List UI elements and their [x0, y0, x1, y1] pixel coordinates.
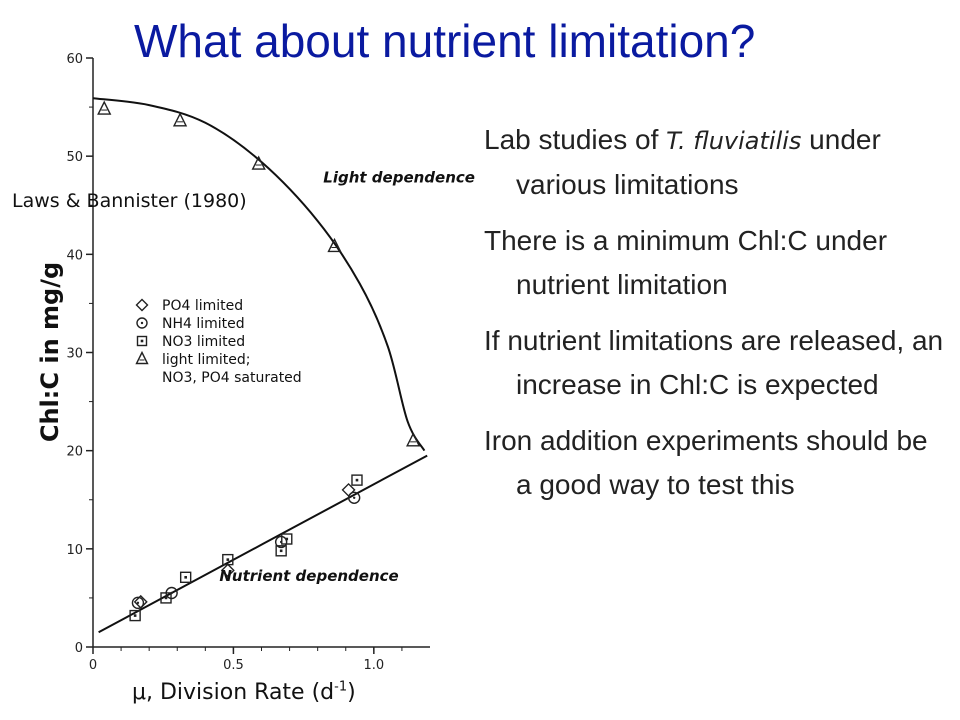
marker-dot: [184, 576, 187, 579]
legend-label: NO3 limited: [162, 334, 245, 350]
marker-box: [179, 571, 192, 584]
marker-dot: [226, 558, 230, 561]
marker-dot: [355, 478, 359, 482]
marker-box: [222, 553, 234, 566]
chart-axes: 0 10 20 30 40 50 60 0 0.5 1.0 Chl:C in mg/g: [36, 52, 430, 673]
marker-dot: [279, 549, 283, 553]
y-tick-label: 20: [66, 445, 83, 460]
y-tick-label: 0: [75, 641, 83, 656]
marker-outline: [172, 112, 188, 127]
x-axis-caption-close: ): [347, 680, 356, 705]
y-tick-label: 50: [66, 150, 83, 165]
marker-box: [136, 335, 148, 347]
data-point-triangle: [406, 432, 421, 447]
x-axis-caption-text: μ, Division Rate (d: [132, 680, 335, 705]
data-point-square: [351, 474, 363, 486]
x-tick-label: 1.0: [363, 658, 384, 673]
bullet-text: under various limitations: [516, 124, 881, 200]
marker-box: [281, 533, 293, 545]
bullet-text: Iron addition experiments should be a go…: [484, 425, 928, 500]
slide-title: What about nutrient limitation?: [134, 15, 756, 67]
data-point-square: [160, 592, 172, 604]
legend-label-continued: NO3, PO4 saturated: [162, 370, 302, 386]
fit-curves: [92, 97, 428, 634]
marker-dot: [140, 339, 144, 343]
bullet-item: There is a minimum Chl:C under nutrient …: [484, 219, 944, 307]
marker-dot: [352, 496, 356, 499]
data-points: [97, 100, 421, 622]
bullet-text: If nutrient limitations are released, an…: [484, 325, 944, 400]
marker-outline: [327, 237, 342, 253]
bullet-item: If nutrient limitations are released, an…: [484, 319, 944, 407]
marker-ring: [131, 596, 145, 610]
legend-label: light limited;: [162, 352, 251, 368]
marker-ring: [136, 317, 148, 329]
species-name: T. fluviatilis: [666, 127, 802, 155]
x-axis-caption: μ, Division Rate (d-1): [132, 680, 356, 705]
x-axis-caption-exponent: -1: [334, 679, 348, 695]
marker-outline: [251, 155, 266, 170]
data-point-triangle: [327, 237, 342, 253]
data-point-triangle: [251, 155, 266, 170]
chart-annotation: Light dependence: [323, 169, 475, 187]
data-point-square: [281, 533, 293, 545]
legend-label: PO4 limited: [162, 298, 243, 314]
x-tick-label: 0: [89, 658, 97, 673]
data-point-square: [129, 609, 141, 622]
legend-marker-triangle: [135, 350, 149, 365]
data-point-circle: [131, 596, 145, 610]
data-point-diamond: [220, 563, 235, 578]
data-point-square: [222, 553, 234, 566]
data-point-triangle: [172, 112, 188, 127]
marker-box: [351, 474, 363, 486]
marker-dot: [285, 537, 289, 541]
legend-marker-circle: [136, 317, 148, 329]
marker-dot: [133, 614, 137, 617]
y-tick-label: 10: [66, 543, 83, 558]
x-tick-label: 0.5: [223, 658, 244, 673]
y-tick-label: 60: [66, 52, 83, 67]
data-point-triangle: [97, 100, 112, 115]
fit-line-light-dependence: [92, 97, 426, 452]
marker-box: [129, 609, 141, 622]
legend-label: NH4 limited: [162, 316, 245, 332]
fit-line-nutrient-dependence: [98, 454, 428, 634]
data-point-circle: [347, 491, 361, 504]
legend-marker-diamond: [135, 298, 149, 312]
chart-annotation: Nutrient dependence: [219, 567, 398, 585]
marker-outline: [406, 432, 421, 447]
marker-box: [275, 545, 287, 557]
chart-annotations: Light dependence Nutrient dependence: [219, 169, 475, 586]
marker-dot: [136, 601, 140, 605]
marker-ring: [347, 491, 361, 504]
chart-legend: PO4 limited NH4 limited NO3 limited light l…: [135, 298, 302, 386]
bullet-item: Lab studies of T. fluviatilis under vari…: [484, 118, 944, 207]
marker-outline: [135, 350, 149, 365]
data-point-square: [275, 545, 287, 557]
citation: Laws & Bannister (1980): [12, 190, 247, 212]
marker-dot: [140, 321, 144, 325]
data-point-square: [179, 571, 192, 584]
marker-dot: [164, 596, 168, 600]
bullet-text: Lab studies of: [484, 124, 667, 155]
y-tick-label: 40: [66, 248, 83, 263]
bullet-list: Lab studies of T. fluviatilis under vari…: [484, 118, 944, 519]
bullet-item: Iron addition experiments should be a go…: [484, 419, 944, 507]
y-axis-label: Chl:C in mg/g: [36, 262, 64, 442]
bullet-text: There is a minimum Chl:C under nutrient …: [484, 225, 888, 300]
marker-box: [160, 592, 172, 604]
legend-marker-square: [136, 335, 148, 347]
y-tick-label: 30: [66, 347, 83, 362]
marker-outline: [97, 100, 112, 115]
